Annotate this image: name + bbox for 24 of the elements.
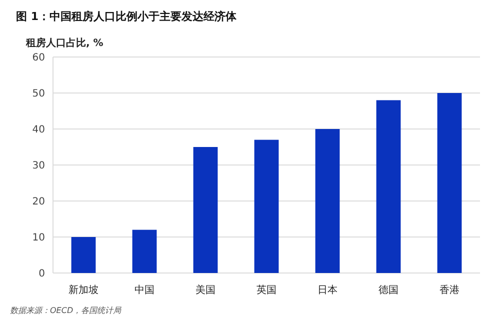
y-tick-label: 50 (32, 88, 45, 100)
x-tick-label: 香港 (440, 284, 460, 296)
x-tick-label: 英国 (256, 284, 276, 296)
y-axis-title: 租房人口占比, % (25, 37, 104, 49)
y-tick-label: 20 (32, 196, 45, 208)
x-tick-label: 德国 (378, 285, 398, 296)
y-tick-label: 0 (38, 268, 45, 280)
bar (132, 230, 157, 273)
y-tick-label: 40 (32, 124, 45, 136)
x-tick-label: 日本 (318, 284, 338, 296)
y-tick-label: 30 (32, 160, 45, 172)
bar (437, 93, 462, 273)
x-tick-label: 新加坡 (68, 284, 98, 296)
bar (193, 147, 218, 273)
x-tick-label: 中国 (134, 284, 154, 296)
source-note: 数据来源：OECD，各国统计局 (10, 306, 122, 315)
bar (254, 140, 279, 273)
x-tick-label: 美国 (196, 284, 216, 296)
bar (71, 237, 96, 273)
y-tick-label: 10 (32, 232, 45, 244)
bar (315, 129, 340, 273)
y-tick-label: 60 (32, 52, 45, 64)
chart-title: 图 1：中国租房人口比例小于主要发达经济体 (16, 10, 238, 23)
bar (376, 100, 401, 273)
